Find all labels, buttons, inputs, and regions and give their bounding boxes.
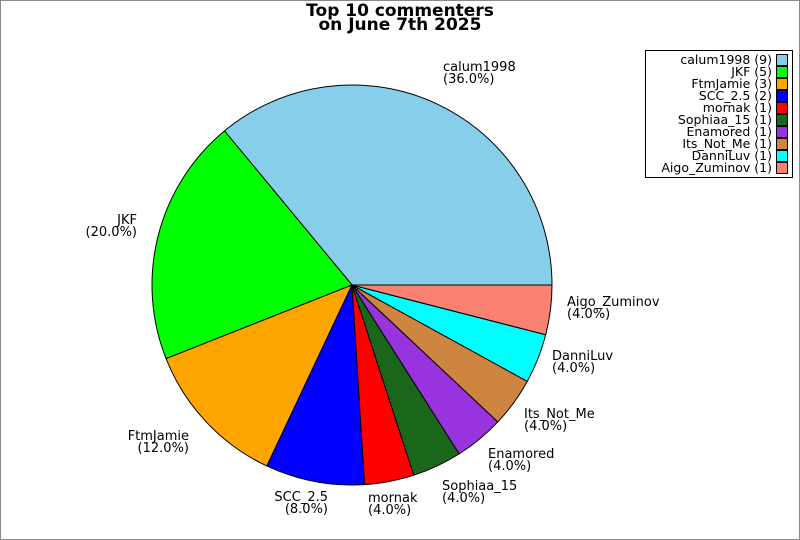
- legend-color-swatch: [776, 162, 788, 174]
- pie-slice-Aigo_Zuminov: [351, 284, 553, 336]
- slice-label-name: FtmJamie: [127, 429, 189, 444]
- legend-item-label: Its_Not_Me (1): [682, 136, 772, 151]
- legend-item-label: SCC_2.5 (2): [698, 88, 772, 103]
- pie-slice-JKF: [151, 130, 353, 360]
- legend-item-label: DanniLuv (1): [691, 148, 772, 163]
- legend-color-swatch: [776, 78, 788, 90]
- slice-label-name: Sophiaa_15: [442, 479, 518, 494]
- legend-item-FtmJamie: FtmJamie (3): [648, 76, 788, 91]
- slice-label-Enamored: Enamored (4.0%): [488, 447, 555, 474]
- slice-label-calum1998: calum1998 (36.0%): [443, 60, 516, 87]
- legend-item-Its_Not_Me: Its_Not_Me (1): [648, 136, 788, 151]
- slice-label-name: Aigo_Zuminov: [567, 295, 660, 310]
- slice-label-name: Its_Not_Me: [524, 407, 595, 422]
- slice-label-FtmJamie: FtmJamie (12.0%): [127, 429, 189, 456]
- slice-label-name: Enamored: [488, 447, 555, 462]
- pie-slice-SCC_2.5: [266, 284, 366, 486]
- chart-title-block: Top 10 commenters on June 7th 2025: [0, 1, 800, 35]
- legend: calum1998 (9) JKF (5) FtmJamie (3) SCC_2.5 …: [645, 50, 793, 178]
- legend-color-swatch: [776, 150, 788, 162]
- legend-item-label: calum1998 (9): [680, 52, 772, 67]
- legend-item-label: mornak (1): [702, 100, 772, 115]
- legend-color-swatch: [776, 90, 788, 102]
- slice-label-DanniLuv: DanniLuv (4.0%): [552, 349, 614, 376]
- slice-label-JKF: JKF (20.0%): [85, 213, 137, 240]
- legend-color-swatch: [776, 102, 788, 114]
- chart-title: Top 10 commenters: [306, 1, 494, 21]
- legend-item-label: Sophiaa_15 (1): [677, 112, 772, 127]
- legend-item-Sophiaa_15: Sophiaa_15 (1): [648, 112, 788, 127]
- slice-label-percent: (4.0%): [552, 360, 596, 376]
- legend-item-Enamored: Enamored (1): [648, 124, 788, 139]
- legend-color-swatch: [776, 114, 788, 126]
- slice-label-percent: (4.0%): [567, 306, 611, 322]
- slice-label-Sophiaa_15: Sophiaa_15 (4.0%): [442, 479, 518, 506]
- legend-color-swatch: [776, 54, 788, 66]
- slice-label-percent: (12.0%): [137, 440, 189, 456]
- slice-label-percent: (4.0%): [368, 502, 412, 518]
- slice-label-mornak: mornak (4.0%): [368, 491, 418, 518]
- slice-label-percent: (4.0%): [442, 490, 486, 506]
- legend-item-label: Enamored (1): [686, 124, 772, 139]
- slice-label-percent: (36.0%): [443, 71, 495, 87]
- slice-label-name: DanniLuv: [552, 349, 614, 364]
- slice-label-name: calum1998: [443, 60, 516, 75]
- slice-label-percent: (8.0%): [284, 501, 328, 517]
- legend-item-mornak: mornak (1): [648, 100, 788, 115]
- legend-item-calum1998: calum1998 (9): [648, 52, 788, 67]
- legend-item-JKF: JKF (5): [648, 64, 788, 79]
- legend-item-DanniLuv: DanniLuv (1): [648, 148, 788, 163]
- legend-item-SCC_2.5: SCC_2.5 (2): [648, 88, 788, 103]
- legend-item-Aigo_Zuminov: Aigo_Zuminov (1): [648, 160, 788, 175]
- slice-label-name: SCC_2.5: [274, 490, 328, 505]
- chart-subtitle: on June 7th 2025: [318, 15, 482, 35]
- legend-item-label: FtmJamie (3): [691, 76, 772, 91]
- slice-label-Aigo_Zuminov: Aigo_Zuminov (4.0%): [567, 295, 660, 322]
- slice-label-name: mornak: [368, 491, 418, 506]
- legend-item-label: JKF (5): [731, 64, 772, 79]
- legend-color-swatch: [776, 126, 788, 138]
- slice-label-percent: (4.0%): [524, 418, 568, 434]
- slice-label-percent: (20.0%): [85, 224, 137, 240]
- slice-label-name: JKF: [117, 213, 137, 228]
- slice-label-Its_Not_Me: Its_Not_Me (4.0%): [524, 407, 595, 434]
- pie-slice-calum1998: [223, 84, 553, 286]
- slice-label-percent: (4.0%): [488, 458, 532, 474]
- slice-label-SCC_2.5: SCC_2.5 (8.0%): [274, 490, 328, 517]
- legend-item-label: Aigo_Zuminov (1): [661, 160, 772, 175]
- legend-color-swatch: [776, 138, 788, 150]
- legend-color-swatch: [776, 66, 788, 78]
- pie-slice-FtmJamie: [165, 284, 353, 467]
